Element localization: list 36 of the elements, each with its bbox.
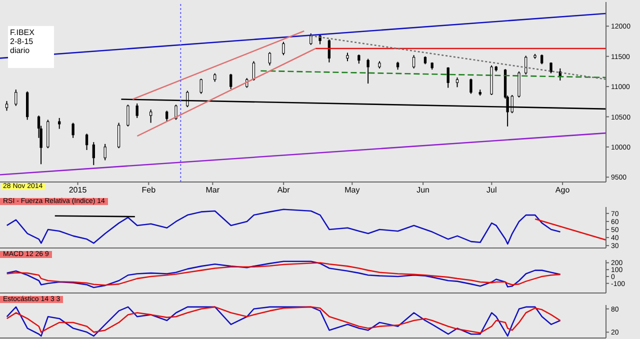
candlestick bbox=[136, 102, 138, 118]
candlestick bbox=[268, 52, 272, 66]
candlestick bbox=[524, 55, 528, 75]
x-tick-label: Jul bbox=[486, 186, 497, 195]
candlestick bbox=[165, 110, 168, 122]
x-tick-label: Abr bbox=[277, 186, 290, 195]
candlestick bbox=[72, 122, 74, 138]
candlestick bbox=[92, 142, 95, 166]
candlestick bbox=[456, 77, 459, 88]
candlestick bbox=[85, 133, 88, 150]
x-tick-label: Mar bbox=[206, 186, 220, 195]
candlestick bbox=[518, 70, 520, 98]
candlestick bbox=[366, 58, 370, 84]
candlestick bbox=[230, 73, 232, 90]
x-tick-label: 2015 bbox=[68, 186, 88, 195]
candlestick bbox=[126, 104, 130, 127]
candlestick bbox=[149, 109, 152, 124]
candlestick bbox=[117, 122, 120, 149]
candlestick bbox=[104, 143, 106, 161]
x-tick-label: Feb bbox=[142, 186, 156, 195]
x-tick-label: Ago bbox=[555, 186, 570, 195]
line-series bbox=[6, 208, 561, 245]
annotation: F.IBEX 2-8-15 diario bbox=[8, 26, 54, 68]
candlestick bbox=[470, 78, 472, 94]
candlestick bbox=[5, 100, 8, 112]
candlestick bbox=[282, 41, 285, 56]
candlestick bbox=[200, 78, 202, 94]
candlestick bbox=[174, 104, 178, 120]
candlestick bbox=[412, 54, 416, 69]
candlestick bbox=[540, 54, 544, 65]
candlestick bbox=[58, 117, 61, 130]
candlestick bbox=[446, 66, 450, 88]
candlestick bbox=[14, 89, 18, 106]
x-tick-label: May bbox=[344, 186, 360, 195]
x-tick-label: Jun bbox=[416, 186, 430, 195]
candlestick bbox=[358, 54, 360, 64]
